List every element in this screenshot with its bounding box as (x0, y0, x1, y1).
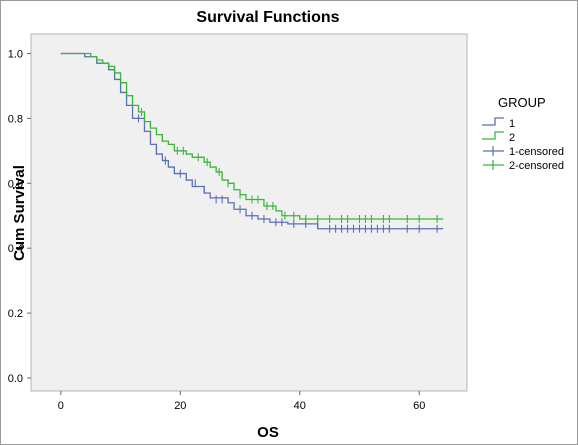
series-2-step-line (60, 52, 444, 220)
x-tick-label: 60 (413, 400, 425, 412)
x-axis-label: OS (257, 424, 279, 441)
legend-label: 2 (509, 132, 515, 144)
y-tick-label: 0.2 (8, 308, 23, 320)
y-axis-ticks: 0.0 0.2 0.4 0.6 0.8 1.0 (8, 48, 31, 385)
y-tick-label: 0.4 (8, 243, 23, 255)
series-1-step-line (60, 52, 444, 230)
y-tick-label: 0.0 (8, 373, 23, 385)
legend-step-swatch (482, 117, 504, 126)
y-axis-label: Cum Survival (11, 165, 28, 261)
y-tick-label: 0.6 (8, 178, 23, 190)
x-tick-label: 20 (174, 400, 186, 412)
legend-label: 1-censored (509, 146, 564, 158)
x-tick-label: 40 (294, 400, 306, 412)
x-tick-label: 0 (58, 400, 64, 412)
legend-entry: 1-censored (483, 146, 564, 158)
y-tick-label: 1.0 (8, 48, 23, 60)
legend-label: 1 (509, 118, 515, 130)
legend-title: GROUP (498, 95, 546, 110)
legend-entry: 2-censored (483, 160, 564, 172)
legend-label: 2-censored (509, 160, 564, 172)
legend-censor-swatch (483, 160, 504, 170)
legend-step-swatch (482, 131, 504, 140)
legend: GROUP 1 2 1-censored 2-censored (482, 95, 564, 172)
chart-title: Survival Functions (196, 9, 339, 26)
legend-entries: 1 2 1-censored 2-censored (482, 117, 564, 172)
series-layer (60, 52, 444, 233)
legend-censor-swatch (483, 146, 504, 156)
legend-entry: 2 (482, 131, 515, 144)
x-axis-ticks: 0 20 40 60 (58, 391, 425, 412)
legend-entry: 1 (482, 117, 515, 130)
plot-area (30, 33, 468, 392)
y-tick-label: 0.8 (8, 113, 23, 125)
